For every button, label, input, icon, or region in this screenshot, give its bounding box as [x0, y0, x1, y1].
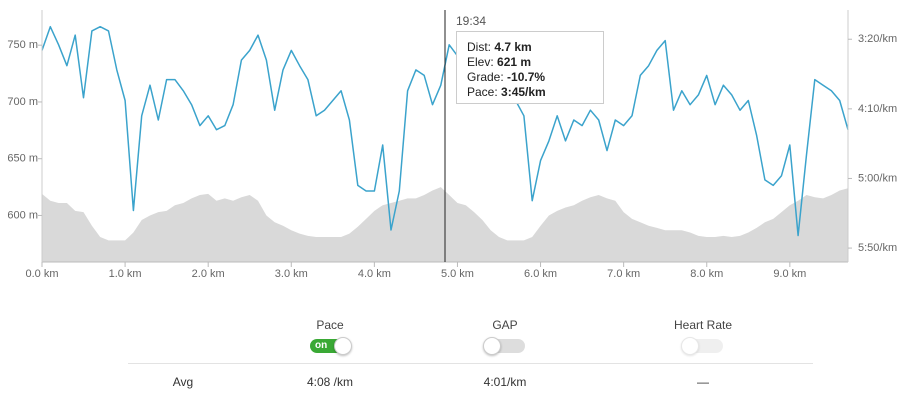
summary-value: 4:08 /km — [306, 375, 354, 389]
x-tick-label: 7.0 km — [607, 268, 640, 280]
summary-value: 4:01/km — [483, 375, 527, 389]
tooltip-value: 621 m — [497, 55, 532, 69]
tooltip-row: Grade: -10.7% — [467, 70, 593, 85]
summary-value: — — [697, 375, 709, 389]
tooltip-label: Elev: — [467, 55, 494, 69]
tooltip-row: Dist: 4.7 km — [467, 40, 593, 55]
x-tick-label: 5.0 km — [441, 268, 474, 280]
y-tick-label: 750 m — [7, 39, 38, 51]
y2-tick-label: 5:50/km — [858, 242, 897, 254]
y-tick-label: 700 m — [7, 96, 38, 108]
x-tick-label: 3.0 km — [275, 268, 308, 280]
x-tick-label: 0.0 km — [25, 268, 58, 280]
x-tick-label: 4.0 km — [358, 268, 391, 280]
toggle-label: Heart Rate — [673, 318, 733, 332]
toggle-knob — [334, 337, 352, 355]
y-tick-label: 600 m — [7, 209, 38, 221]
y2-tick-label: 4:10/km — [858, 103, 897, 115]
summary-label: Avg — [172, 375, 194, 389]
toggle-knob — [681, 337, 699, 355]
y2-tick-label: 3:20/km — [858, 33, 897, 45]
toggle-switch — [681, 337, 723, 355]
separator — [128, 363, 813, 364]
toggle-label: GAP — [492, 318, 518, 332]
x-tick-label: 8.0 km — [690, 268, 723, 280]
tooltip-value: 4.7 km — [494, 40, 532, 54]
toggle: Pace on — [270, 318, 390, 355]
toggle-label: Pace — [316, 318, 344, 332]
cursor-time: 19:34 — [456, 14, 487, 28]
y-tick-label: 650 m — [7, 153, 38, 165]
toggle-state: on — [315, 340, 328, 351]
tooltip-row: Pace: 3:45/km — [467, 85, 593, 100]
tooltip: Dist: 4.7 km Elev: 621 m Grade: -10.7% Pace… — [456, 31, 604, 104]
tooltip-label: Pace: — [467, 85, 498, 99]
x-tick-label: 1.0 km — [109, 268, 142, 280]
toggle-switch[interactable] — [483, 337, 525, 355]
toggle-knob — [483, 337, 501, 355]
x-tick-label: 6.0 km — [524, 268, 557, 280]
toggle: Heart Rate — [643, 318, 763, 355]
x-tick-label: 2.0 km — [192, 268, 225, 280]
x-tick-label: 9.0 km — [773, 268, 806, 280]
y2-tick-label: 5:00/km — [858, 172, 897, 184]
tooltip-label: Dist: — [467, 40, 491, 54]
tooltip-label: Grade: — [467, 70, 504, 84]
toggle: GAP — [445, 318, 565, 355]
tooltip-row: Elev: 621 m — [467, 55, 593, 70]
tooltip-value: 3:45/km — [501, 85, 546, 99]
chart: 0.0 km 1.0 km 2.0 km 3.0 km 4.0 km 5.0 km 6.0 … — [7, 10, 897, 280]
toggle-switch[interactable]: on — [310, 337, 352, 355]
tooltip-value: -10.7% — [507, 70, 546, 84]
